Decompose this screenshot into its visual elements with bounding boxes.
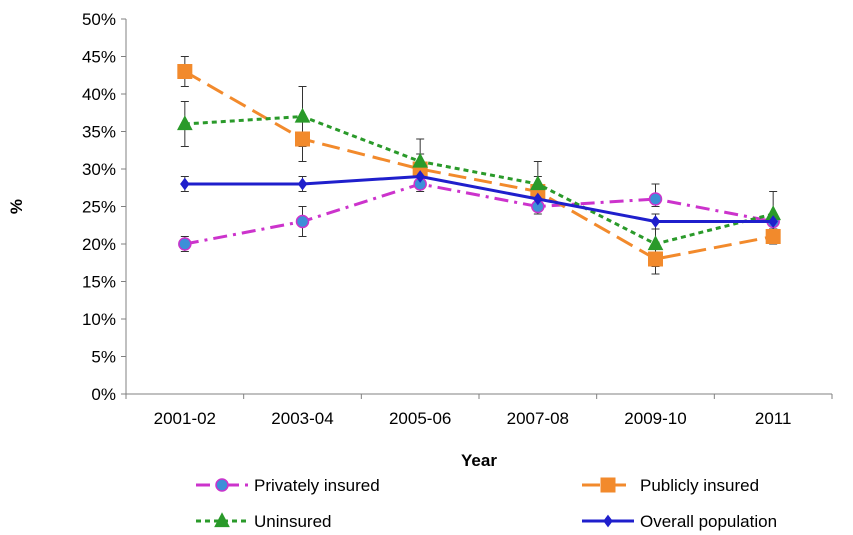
series-line-privately-insured [184,182,774,246]
legend-item-privately-insured: Privately insured [196,476,380,495]
series-line-publicly-insured [184,70,774,261]
y-axis-title: % [7,199,26,214]
data-point-overall-population [180,177,190,191]
legend-item-publicly-insured: Publicly insured [582,476,759,495]
data-point-uninsured [647,235,664,251]
legend: Privately insured Publicly insured Uninsur… [196,476,777,531]
y-tick-label: 50% [82,10,116,29]
data-point-publicly-insured [765,229,781,244]
data-point-privately-insured [178,237,192,251]
data-point-privately-insured [295,214,310,229]
y-tick-label: 15% [82,273,116,292]
y-tick-label: 20% [82,235,116,254]
y-tick-label: 40% [82,85,116,104]
data-point-uninsured [177,115,193,131]
x-tick-labels: 2001-02 2003-04 2005-06 2007-08 2009-10 2011 [154,409,792,428]
y-tick-label: 45% [82,48,116,67]
data-point-uninsured [530,175,546,191]
legend-item-uninsured: Uninsured [196,512,332,531]
legend-label: Uninsured [254,512,332,531]
legend-marker [603,514,613,528]
data-point-publicly-insured [648,251,663,267]
data-point-overall-population [297,177,308,191]
series-line-overall-population [184,175,774,223]
series [177,64,781,267]
x-tick-label: 2007-08 [507,409,569,428]
x-tick-label: 2001-02 [154,409,216,428]
y-tick-label: 25% [82,198,116,217]
axes [121,18,833,399]
data-point-uninsured [412,152,428,168]
legend-label: Overall population [640,512,777,531]
legend-marker [214,512,230,528]
legend-label: Privately insured [254,476,380,495]
data-point-publicly-insured [177,64,193,79]
data-point-uninsured [294,107,311,123]
legend-marker [215,478,229,492]
x-axis-title: Year [461,451,497,470]
data-point-overall-population [768,215,778,228]
y-tick-label: 30% [82,160,116,179]
x-tick-label: 2005-06 [389,409,451,428]
data-point-overall-population [415,170,425,183]
error-bars [180,56,778,275]
data-point-publicly-insured [295,131,310,147]
legend-item-overall-population: Overall population [582,512,777,531]
x-tick-label: 2003-04 [271,409,333,428]
y-tick-label: 10% [82,310,116,329]
y-tick-labels: 0% 5% 10% 15% 20% 25% 30% 35% 40% 45% 50% [82,10,116,404]
legend-label: Publicly insured [640,476,759,495]
x-tick-label: 2011 [755,409,792,428]
data-point-privately-insured [648,192,663,206]
x-tick-label: 2009-10 [624,409,686,428]
y-tick-label: 0% [91,385,116,404]
data-point-overall-population [533,192,543,206]
y-tick-label: 35% [82,123,116,142]
series-line-uninsured [184,115,774,246]
legend-marker [600,477,616,493]
data-point-overall-population [650,215,661,228]
y-tick-label: 5% [91,348,116,367]
